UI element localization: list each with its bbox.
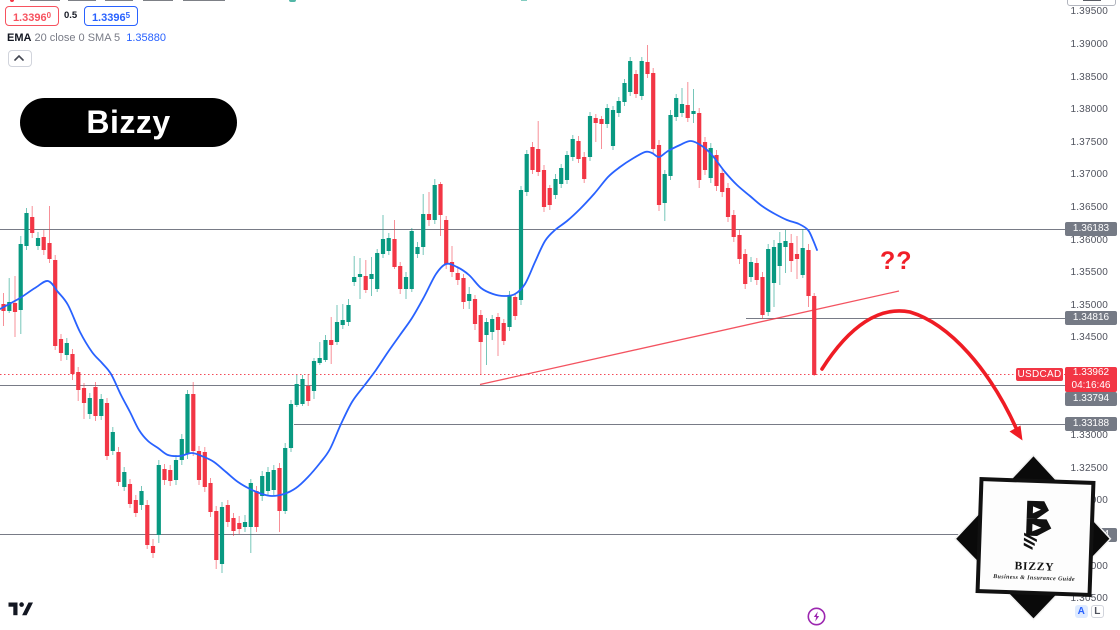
svg-text:BIZZY: BIZZY	[1014, 560, 1054, 573]
svg-text:Business & Insurance Guide: Business & Insurance Guide	[992, 574, 1075, 583]
